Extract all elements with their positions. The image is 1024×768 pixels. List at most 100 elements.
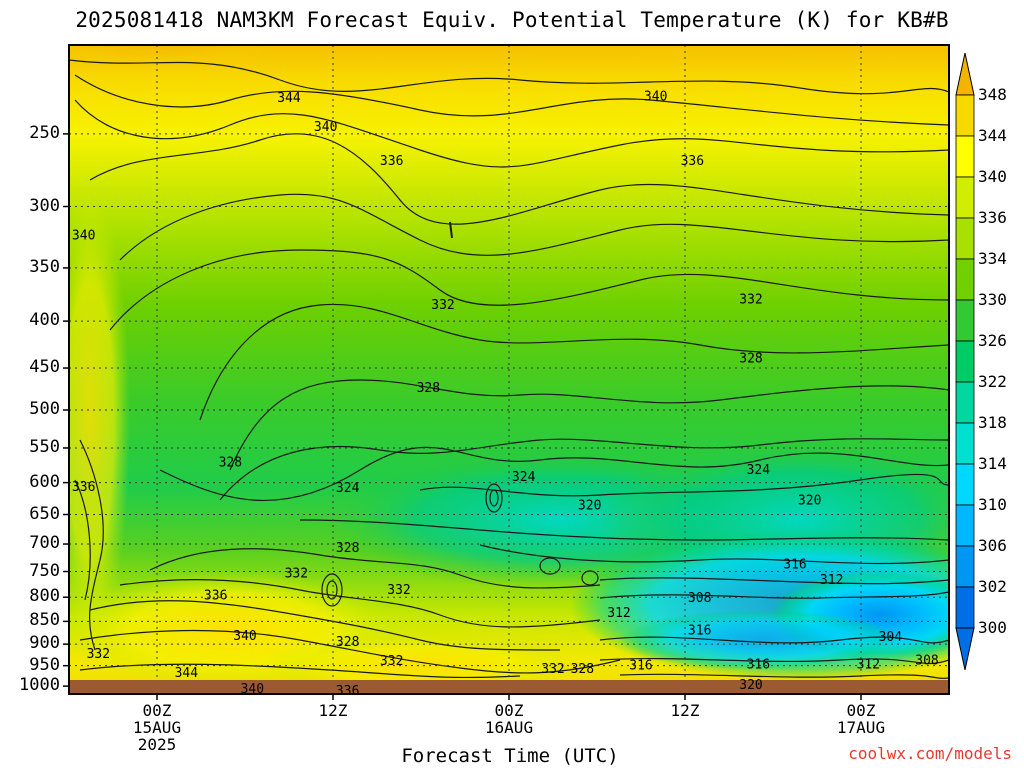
contour-label: 332 bbox=[541, 662, 564, 677]
axis-ticks bbox=[63, 133, 862, 700]
y-tick-label: 500 bbox=[29, 398, 60, 419]
credit-link[interactable]: coolwx.com/models bbox=[848, 744, 1012, 763]
contour-lines bbox=[69, 59, 949, 679]
contour-label: 324 bbox=[512, 470, 536, 485]
contour-label: 312 bbox=[607, 606, 630, 621]
contour-label: 340 bbox=[644, 89, 667, 104]
x-tick-label: 12Z bbox=[670, 701, 700, 720]
chart-title: 2025081418 NAM3KM Forecast Equiv. Potent… bbox=[75, 8, 949, 32]
y-tick-label: 900 bbox=[29, 633, 60, 654]
colorbar-bottom-arrow bbox=[955, 627, 975, 671]
y-tick-label: 750 bbox=[29, 560, 60, 581]
contour-label: 332 bbox=[87, 647, 110, 662]
contour-label: 312 bbox=[857, 658, 880, 673]
colorbar-tick-label: 340 bbox=[978, 167, 1007, 186]
colorbar-swatch bbox=[955, 217, 975, 260]
colorbar-swatch bbox=[955, 545, 975, 588]
colorbar-tick-label: 326 bbox=[978, 331, 1007, 350]
colorbar-tick-label: 306 bbox=[978, 536, 1007, 555]
contour-label: 344 bbox=[175, 666, 199, 681]
colorbar-tick-label: 344 bbox=[978, 126, 1007, 145]
x-tick-label: 12Z bbox=[318, 701, 348, 720]
contour-label: 316 bbox=[629, 658, 652, 673]
y-tick-label: 700 bbox=[29, 533, 60, 554]
y-tick-label: 850 bbox=[29, 610, 60, 631]
contour-label: 320 bbox=[578, 499, 601, 514]
colorbar-tick-label: 300 bbox=[978, 618, 1007, 637]
y-tick-label: 800 bbox=[29, 586, 60, 607]
contour-label: 340 bbox=[314, 120, 337, 135]
colorbar-swatch bbox=[955, 258, 975, 301]
colorbar-swatch bbox=[955, 176, 975, 219]
contour-label: 336 bbox=[204, 589, 227, 604]
colorbar bbox=[955, 52, 975, 671]
colorbar-swatch bbox=[955, 94, 975, 137]
contour-label: 320 bbox=[739, 678, 762, 693]
colorbar-tick-label: 336 bbox=[978, 208, 1007, 227]
colorbar-swatch bbox=[955, 381, 975, 424]
y-tick-label: 550 bbox=[29, 436, 60, 457]
contour-label: 336 bbox=[380, 154, 403, 169]
contour-label: 336 bbox=[72, 480, 95, 495]
contour-label: 308 bbox=[688, 591, 711, 606]
contour-label: 316 bbox=[688, 623, 711, 638]
y-tick-label: 650 bbox=[29, 503, 60, 524]
contour-label: 328 bbox=[336, 635, 359, 650]
contour-label: 332 bbox=[739, 293, 762, 308]
contour-label: 316 bbox=[783, 557, 806, 572]
colorbar-top-arrow bbox=[955, 52, 975, 96]
y-tick-label: 450 bbox=[29, 357, 60, 378]
y-tick-label: 250 bbox=[29, 122, 60, 143]
colorbar-swatch bbox=[955, 586, 975, 629]
contour-label: 332 bbox=[431, 298, 454, 313]
colorbar-tick-label: 310 bbox=[978, 495, 1007, 514]
colorbar-swatch bbox=[955, 422, 975, 465]
colorbar-swatch bbox=[955, 135, 975, 178]
colorbar-swatch bbox=[955, 340, 975, 383]
contour-label: 332 bbox=[380, 654, 403, 669]
contour-label: 344 bbox=[277, 91, 301, 106]
colorbar-tick-label: 314 bbox=[978, 454, 1007, 473]
terrain-band bbox=[69, 680, 949, 694]
x-axis-label: Forecast Time (UTC) bbox=[401, 745, 619, 767]
contour-label: 328 bbox=[417, 381, 440, 396]
contour-label: 328 bbox=[219, 455, 242, 470]
contour-label: 328 bbox=[336, 541, 359, 556]
y-tick-label: 600 bbox=[29, 471, 60, 492]
contour-label: 328 bbox=[739, 351, 762, 366]
contour-label: 336 bbox=[336, 684, 359, 699]
contour-label: 340 bbox=[233, 629, 256, 644]
colorbar-swatch bbox=[955, 504, 975, 547]
y-tick-label: 300 bbox=[29, 195, 60, 216]
theta-e-field bbox=[69, 45, 949, 694]
contour-label: 336 bbox=[681, 154, 704, 169]
contour-label: 340 bbox=[72, 229, 95, 244]
x-tick-label: 00Z 16AUG bbox=[484, 701, 534, 737]
y-tick-label: 1000 bbox=[19, 675, 60, 696]
y-tick-label: 950 bbox=[29, 654, 60, 675]
x-tick-label: 00Z 15AUG 2025 bbox=[132, 701, 182, 754]
contour-label: 328 bbox=[571, 662, 594, 677]
colorbar-swatch bbox=[955, 299, 975, 342]
colorbar-tick-label: 348 bbox=[978, 85, 1007, 104]
y-tick-label: 400 bbox=[29, 310, 60, 331]
contour-label: 320 bbox=[798, 494, 821, 509]
contour-label-layer: 344 340 340 336 336 340 332 332 328 328 328 324 324 3… bbox=[72, 89, 939, 699]
contour-label: 308 bbox=[915, 653, 938, 668]
colorbar-tick-label: 330 bbox=[978, 290, 1007, 309]
contour-label: 332 bbox=[285, 567, 308, 582]
colorbar-swatch bbox=[955, 463, 975, 506]
contour-label: 324 bbox=[747, 463, 771, 478]
colorbar-tick-label: 334 bbox=[978, 249, 1007, 268]
colorbar-tick-label: 318 bbox=[978, 413, 1007, 432]
y-tick-label: 350 bbox=[29, 256, 60, 277]
contour-label: 304 bbox=[879, 630, 903, 645]
contour-label: 332 bbox=[387, 583, 410, 598]
contour-label: 312 bbox=[820, 573, 843, 588]
x-tick-label: 00Z 17AUG bbox=[836, 701, 886, 737]
contour-label: 316 bbox=[747, 658, 770, 673]
contour-label: 324 bbox=[336, 481, 360, 496]
colorbar-tick-label: 302 bbox=[978, 577, 1007, 596]
colorbar-tick-label: 322 bbox=[978, 372, 1007, 391]
